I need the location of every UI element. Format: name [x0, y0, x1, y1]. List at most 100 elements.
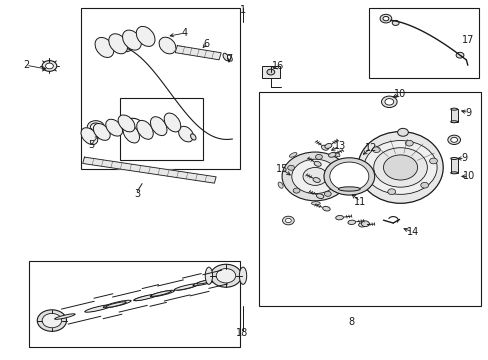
- Text: 13: 13: [333, 141, 345, 151]
- Ellipse shape: [357, 132, 442, 203]
- Ellipse shape: [205, 267, 212, 284]
- Bar: [81, 8, 239, 169]
- Text: 8: 8: [348, 318, 354, 327]
- Ellipse shape: [176, 285, 196, 290]
- Text: 6: 6: [203, 39, 209, 49]
- Circle shape: [291, 159, 338, 194]
- Circle shape: [293, 188, 299, 193]
- Text: 9: 9: [461, 153, 467, 163]
- Circle shape: [324, 191, 330, 196]
- Circle shape: [37, 310, 66, 331]
- Ellipse shape: [122, 30, 141, 50]
- Circle shape: [42, 314, 61, 328]
- Text: 2: 2: [23, 60, 29, 70]
- Ellipse shape: [215, 275, 233, 280]
- Ellipse shape: [118, 115, 135, 132]
- Text: 4: 4: [182, 28, 188, 38]
- Circle shape: [282, 152, 347, 201]
- Ellipse shape: [239, 267, 246, 284]
- Circle shape: [382, 17, 388, 21]
- Bar: [450, 109, 457, 122]
- Text: 16: 16: [271, 61, 283, 71]
- Ellipse shape: [55, 314, 75, 319]
- Ellipse shape: [278, 182, 283, 188]
- Circle shape: [455, 52, 463, 58]
- Text: 12: 12: [365, 143, 377, 153]
- Ellipse shape: [95, 37, 114, 58]
- Polygon shape: [82, 157, 216, 183]
- Circle shape: [315, 154, 322, 159]
- Circle shape: [373, 148, 427, 187]
- Ellipse shape: [122, 124, 139, 143]
- Circle shape: [121, 43, 132, 51]
- Circle shape: [210, 264, 241, 287]
- Polygon shape: [83, 128, 91, 132]
- Circle shape: [338, 171, 345, 175]
- Circle shape: [372, 147, 380, 153]
- Ellipse shape: [87, 121, 104, 133]
- Text: 15: 15: [275, 164, 287, 174]
- Ellipse shape: [450, 108, 457, 110]
- Ellipse shape: [103, 300, 131, 308]
- Circle shape: [287, 165, 294, 170]
- Ellipse shape: [87, 306, 107, 311]
- Ellipse shape: [450, 157, 457, 159]
- Ellipse shape: [450, 121, 457, 123]
- Ellipse shape: [313, 161, 321, 166]
- Ellipse shape: [164, 113, 181, 132]
- Bar: [450, 158, 457, 173]
- Ellipse shape: [177, 46, 184, 54]
- Text: 1: 1: [239, 5, 245, 15]
- Ellipse shape: [312, 177, 320, 183]
- Circle shape: [420, 182, 427, 188]
- Ellipse shape: [338, 187, 360, 191]
- Ellipse shape: [321, 145, 328, 150]
- Circle shape: [363, 140, 436, 194]
- Text: 17: 17: [461, 35, 473, 45]
- Ellipse shape: [193, 279, 217, 286]
- Circle shape: [329, 162, 368, 191]
- Text: 14: 14: [406, 227, 418, 237]
- Circle shape: [216, 269, 235, 283]
- Ellipse shape: [150, 117, 166, 136]
- Ellipse shape: [332, 152, 339, 157]
- Polygon shape: [175, 46, 221, 60]
- Bar: [120, 98, 203, 160]
- Ellipse shape: [311, 202, 320, 205]
- Circle shape: [384, 99, 393, 105]
- Ellipse shape: [105, 119, 122, 136]
- Ellipse shape: [93, 123, 110, 140]
- Bar: [368, 8, 478, 78]
- Circle shape: [282, 216, 294, 225]
- Ellipse shape: [102, 127, 106, 132]
- Ellipse shape: [150, 291, 171, 296]
- Ellipse shape: [397, 129, 407, 136]
- Bar: [261, 66, 280, 78]
- Text: 18: 18: [236, 328, 248, 338]
- Text: 7: 7: [225, 54, 231, 64]
- Ellipse shape: [324, 143, 331, 148]
- Text: 5: 5: [88, 140, 94, 150]
- Circle shape: [447, 135, 460, 144]
- Ellipse shape: [159, 37, 176, 54]
- Circle shape: [363, 171, 371, 177]
- Text: 11: 11: [354, 197, 366, 207]
- Circle shape: [303, 167, 327, 185]
- Ellipse shape: [227, 55, 232, 61]
- Circle shape: [379, 14, 391, 23]
- Ellipse shape: [150, 290, 174, 297]
- Ellipse shape: [190, 134, 196, 140]
- Circle shape: [429, 158, 436, 164]
- Circle shape: [324, 158, 374, 195]
- Ellipse shape: [178, 126, 193, 142]
- Circle shape: [285, 219, 291, 223]
- Ellipse shape: [84, 305, 112, 312]
- Bar: [259, 92, 480, 306]
- Text: 10: 10: [394, 89, 406, 99]
- Ellipse shape: [223, 53, 228, 61]
- Text: 10: 10: [462, 171, 474, 181]
- Circle shape: [42, 60, 57, 71]
- Ellipse shape: [133, 295, 154, 301]
- Ellipse shape: [347, 220, 355, 225]
- Ellipse shape: [174, 284, 198, 290]
